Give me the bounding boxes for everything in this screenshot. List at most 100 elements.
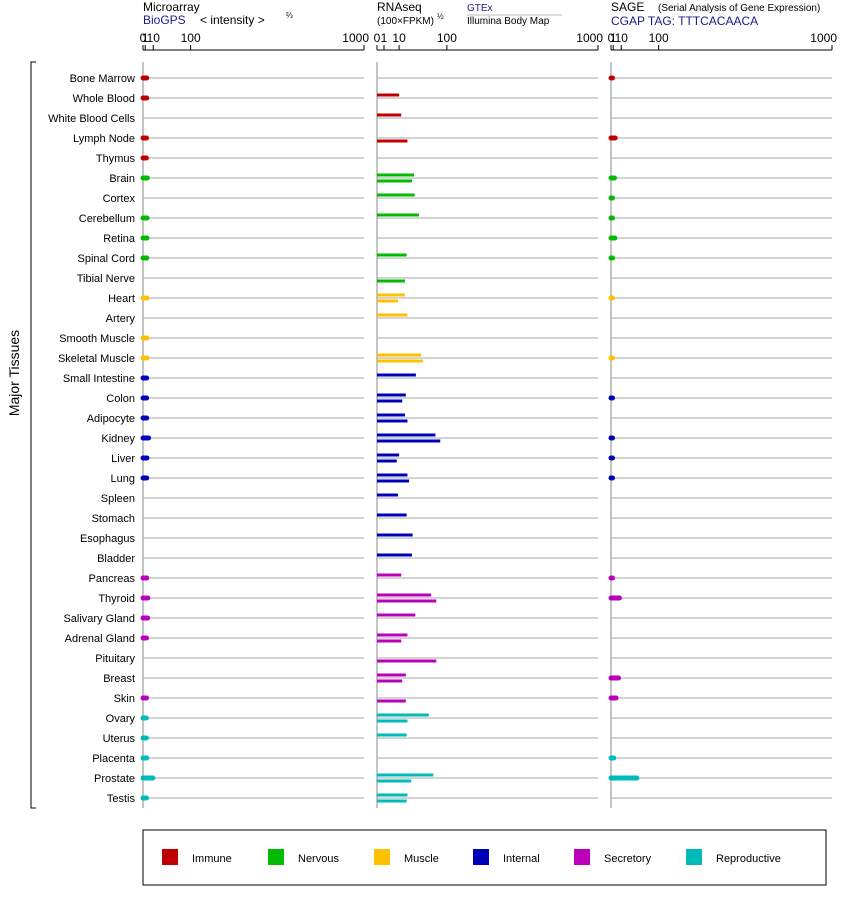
tissue-row: Whole Blood: [73, 93, 832, 105]
tissue-label: Uterus: [103, 733, 136, 745]
tissue-label: Cortex: [103, 193, 136, 205]
tissue-row: Lung: [111, 473, 832, 485]
legend-label: Reproductive: [716, 853, 781, 865]
y-axis-label: Major Tissues: [6, 330, 22, 416]
tissue-row: Bladder: [97, 553, 832, 565]
tissue-label: Skin: [114, 693, 135, 705]
tissue-label: Retina: [103, 233, 136, 245]
sage-tick-label: 100: [649, 31, 669, 45]
tissue-label: Breast: [103, 673, 135, 685]
sage-tick-label: 10: [615, 31, 629, 45]
tissue-row: Breast: [103, 673, 832, 685]
tissue-label: Testis: [107, 793, 136, 805]
tissue-row: Esophagus: [80, 533, 832, 545]
legend-swatch: [686, 849, 702, 865]
tissue-row: Bone Marrow: [70, 73, 832, 85]
tissue-row: Liver: [111, 453, 832, 465]
tissue-row: Cerebellum: [79, 213, 832, 225]
y-axis-bracket: [30, 61, 36, 809]
sage-tick-label: 0: [608, 31, 615, 45]
tissue-row: Kidney: [101, 433, 832, 445]
legend-label: Secretory: [604, 853, 652, 865]
tissue-row: Salivary Gland: [63, 613, 832, 625]
tissue-label: Bladder: [97, 553, 135, 565]
tissue-row: White Blood Cells: [48, 113, 832, 125]
microarray-unit-exponent: ⅔: [286, 11, 293, 20]
legend-swatch: [162, 849, 178, 865]
microarray-unit: < intensity >: [200, 13, 265, 27]
tissue-row: Testis: [107, 793, 832, 805]
tissue-label: Smooth Muscle: [59, 333, 135, 345]
tissue-label: Thymus: [96, 153, 136, 165]
tissue-row: Stomach: [92, 513, 832, 525]
tissue-row: Skeletal Muscle: [58, 353, 832, 365]
rnaseq-tick-label: 100: [437, 31, 457, 45]
sage-tick-label: 1: [610, 31, 617, 45]
tissue-label: Stomach: [92, 513, 135, 525]
rnaseq-tick-label: 1: [381, 31, 388, 45]
tissue-label: Salivary Gland: [63, 613, 135, 625]
microarray-tick-label: 10: [147, 31, 161, 45]
rnaseq-tick-label: 1000: [576, 31, 603, 45]
tissue-row: Small Intestine: [63, 373, 832, 385]
legend-item: Nervous: [268, 849, 339, 865]
rnaseq-tick-label: 10: [392, 31, 406, 45]
sage-title: SAGE: [611, 0, 644, 14]
tissue-row: Artery: [106, 313, 832, 325]
tissue-label: Placenta: [92, 753, 136, 765]
tissue-label: Pancreas: [89, 573, 136, 585]
tissue-label: Kidney: [101, 433, 135, 445]
legend-label: Internal: [503, 853, 540, 865]
tissue-label: Thyroid: [98, 593, 135, 605]
legend-item: Internal: [473, 849, 540, 865]
sage-subtitle: CGAP TAG: TTTCACAACA: [611, 14, 758, 28]
rnaseq-source-gtex: GTEx: [467, 3, 493, 14]
tissue-row: Colon: [106, 393, 832, 405]
legend-swatch: [268, 849, 284, 865]
microarray-title: Microarray: [143, 0, 200, 14]
tissue-label: Spinal Cord: [78, 253, 135, 265]
tissue-row: Cortex: [103, 193, 832, 205]
legend-label: Nervous: [298, 853, 339, 865]
tissue-label: Heart: [108, 293, 135, 305]
tissue-rows: Bone Marrow Whole Blood White Blood Cells L…: [48, 73, 832, 805]
tissue-label: White Blood Cells: [48, 113, 135, 125]
rnaseq-unit-exponent: ½: [437, 12, 444, 21]
legend-swatch: [473, 849, 489, 865]
legend-item: Immune: [162, 849, 232, 865]
tissue-label: Adrenal Gland: [65, 633, 135, 645]
rnaseq-tick-label: 0: [374, 31, 381, 45]
tissue-row: Skin: [114, 693, 832, 705]
tissue-label: Lymph Node: [73, 133, 135, 145]
tissue-label: Prostate: [94, 773, 135, 785]
tissue-row: Thymus: [96, 153, 832, 165]
legend-label: Muscle: [404, 853, 439, 865]
tissue-label: Small Intestine: [63, 373, 135, 385]
tissue-label: Brain: [109, 173, 135, 185]
legend-item: Reproductive: [686, 849, 781, 865]
tissue-label: Colon: [106, 393, 135, 405]
tissue-label: Ovary: [106, 713, 136, 725]
tissue-label: Whole Blood: [73, 93, 135, 105]
microarray-tick-label: 100: [181, 31, 201, 45]
tissue-row: Adrenal Gland: [65, 633, 832, 645]
legend-item: Secretory: [574, 849, 652, 865]
microarray-subtitle: BioGPS: [143, 13, 186, 27]
tissue-label: Tibial Nerve: [77, 273, 135, 285]
tissue-row: Thyroid: [98, 593, 832, 605]
sage-title-note: (Serial Analysis of Gene Expression): [658, 3, 820, 14]
tissue-label: Lung: [111, 473, 135, 485]
legend-swatch: [374, 849, 390, 865]
tissue-row: Heart: [108, 293, 832, 305]
tissue-label: Artery: [106, 313, 136, 325]
rnaseq-title: RNAseq: [377, 0, 422, 14]
tissue-row: Ovary: [106, 713, 832, 725]
tissue-row: Adipocyte: [87, 413, 832, 425]
tissue-row: Uterus: [103, 733, 832, 745]
tissue-row: Tibial Nerve: [77, 273, 832, 285]
rnaseq-source-ibm: Illumina Body Map: [467, 16, 550, 27]
tissue-label: Adipocyte: [87, 413, 135, 425]
legend-swatch: [574, 849, 590, 865]
